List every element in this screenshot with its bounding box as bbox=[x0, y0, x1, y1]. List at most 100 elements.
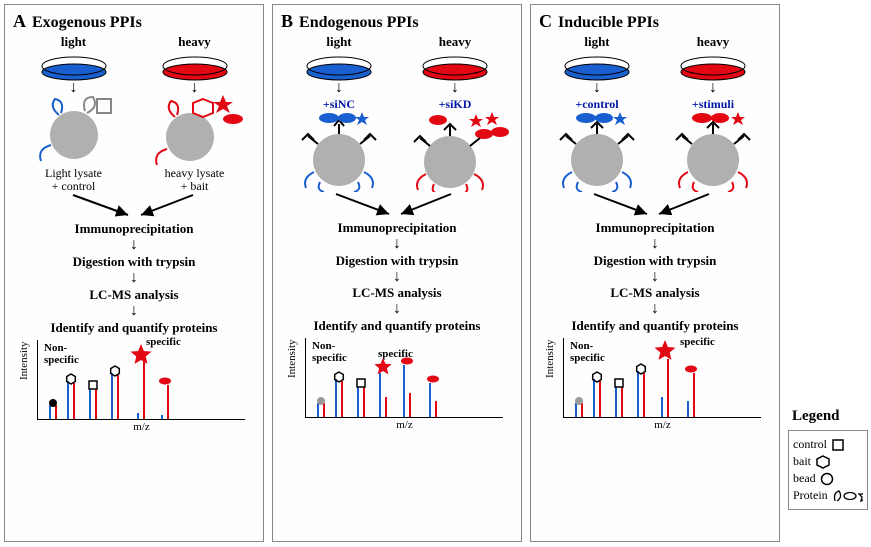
heavy-label-a: heavy bbox=[178, 34, 211, 50]
heavy-col-b: heavy ↓ +siKD bbox=[397, 34, 513, 192]
step-lcms-c: LC-MS analysis bbox=[539, 285, 771, 301]
protein-icons bbox=[832, 489, 863, 503]
panel-exogenous: A Exogenous PPIs light ↓ Light lysate + c… bbox=[4, 4, 264, 542]
petri-dish-heavy-icon bbox=[160, 52, 230, 82]
step-lcms-b: LC-MS analysis bbox=[281, 285, 513, 301]
arrow-icon: ↓ bbox=[13, 239, 255, 252]
panel-inducible: C Inducible PPIs light ↓ +control heavy bbox=[530, 4, 780, 542]
heavy-label-b: heavy bbox=[439, 34, 472, 50]
light-label-a: light bbox=[61, 34, 86, 50]
treatment-light-c: +control bbox=[575, 97, 618, 112]
bead-complex-light-c-icon bbox=[542, 112, 652, 192]
arrow-icon: ↓ bbox=[13, 272, 255, 285]
treatment-heavy-c: +stimuli bbox=[692, 97, 734, 112]
converge-arrows-icon bbox=[13, 193, 253, 219]
xlabel-b: m/z bbox=[396, 419, 413, 431]
step-digest-b: Digestion with trypsin bbox=[281, 253, 513, 269]
panel-b-title: B Endogenous PPIs bbox=[281, 11, 513, 32]
legend-box: control bait bead Protein bbox=[788, 430, 868, 510]
legend-label-protein: Protein bbox=[793, 488, 828, 503]
hexagon-icon bbox=[815, 455, 831, 469]
square-icon bbox=[831, 438, 845, 452]
circle-icon bbox=[820, 472, 834, 486]
light-lysate-text: Light lysate + control bbox=[45, 166, 102, 193]
legend-row-control: control bbox=[793, 437, 863, 452]
treatment-heavy-b: +siKD bbox=[439, 97, 472, 112]
legend-row-protein: Protein bbox=[793, 488, 863, 503]
legend-row-bead: bead bbox=[793, 471, 863, 486]
petri-dish-light-icon bbox=[562, 52, 632, 82]
panel-c-title-text: Inducible PPIs bbox=[558, 14, 659, 31]
petri-dish-heavy-icon bbox=[420, 52, 490, 82]
light-label-c: light bbox=[584, 34, 609, 50]
dish-row-a: light ↓ Light lysate + control heavy ↓ bbox=[13, 34, 255, 193]
bead-complex-heavy-c-icon bbox=[658, 112, 768, 192]
arrow-icon: ↓ bbox=[335, 82, 343, 95]
light-lysate-label: Light lysate + control bbox=[45, 167, 102, 193]
converge-arrows-icon bbox=[281, 192, 511, 218]
panel-a-letter: A bbox=[13, 11, 26, 31]
arrow-icon: ↓ bbox=[281, 271, 513, 284]
panel-endogenous: B Endogenous PPIs light ↓ +siNC heavy bbox=[272, 4, 522, 542]
arrow-icon: ↓ bbox=[191, 82, 199, 95]
arrow-icon: ↓ bbox=[451, 82, 459, 95]
dish-row-c: light ↓ +control heavy ↓ +stimuli bbox=[539, 34, 771, 192]
xlabel-c: m/z bbox=[654, 419, 671, 431]
treatment-light-b: +siNC bbox=[323, 97, 355, 112]
light-col-b: light ↓ +siNC bbox=[281, 34, 397, 192]
panel-a-title-text: Exogenous PPIs bbox=[32, 14, 142, 31]
spectrum-chart-a: Intensity m/z Non- specific specific bbox=[37, 340, 245, 420]
legend-label-bait: bait bbox=[793, 454, 811, 469]
xlabel-a: m/z bbox=[133, 421, 150, 433]
petri-dish-light-icon bbox=[304, 52, 374, 82]
legend-label-bead: bead bbox=[793, 471, 816, 486]
ylabel-b: Intensity bbox=[286, 340, 298, 379]
petri-dish-heavy-icon bbox=[678, 52, 748, 82]
arrow-icon: ↓ bbox=[539, 238, 771, 251]
step-lcms-a: LC-MS analysis bbox=[13, 287, 255, 303]
arrow-icon: ↓ bbox=[281, 238, 513, 251]
heavy-col-c: heavy ↓ +stimuli bbox=[655, 34, 771, 192]
panel-a-title: A Exogenous PPIs bbox=[13, 11, 255, 32]
panel-b-title-text: Endogenous PPIs bbox=[299, 14, 419, 31]
bead-complex-heavy-icon bbox=[400, 112, 510, 192]
step-ip-b: Immunoprecipitation bbox=[281, 220, 513, 236]
spectrum-chart-b: Intensity m/z Non- specific specific bbox=[305, 338, 503, 418]
petri-dish-light-icon bbox=[39, 52, 109, 82]
ylabel-c: Intensity bbox=[544, 340, 556, 379]
arrow-icon: ↓ bbox=[13, 305, 255, 318]
heavy-col-a: heavy ↓ heavy lysate + bait bbox=[134, 34, 255, 193]
step-digest-c: Digestion with trypsin bbox=[539, 253, 771, 269]
heavy-lysate-label: heavy lysate + bait bbox=[165, 167, 225, 193]
arrow-icon: ↓ bbox=[539, 271, 771, 284]
light-col-c: light ↓ +control bbox=[539, 34, 655, 192]
dish-row-b: light ↓ +siNC heavy ↓ +siKD bbox=[281, 34, 513, 192]
heavy-lysate-text: heavy lysate + bait bbox=[165, 166, 225, 193]
legend-row-bait: bait bbox=[793, 454, 863, 469]
legend-title: Legend bbox=[792, 408, 840, 425]
converge-arrows-icon bbox=[539, 192, 769, 218]
heavy-label-c: heavy bbox=[697, 34, 730, 50]
step-ident-a: Identify and quantify proteins bbox=[13, 320, 255, 336]
panel-c-letter: C bbox=[539, 11, 552, 31]
bead-control-light-icon bbox=[29, 95, 119, 165]
step-ip-c: Immunoprecipitation bbox=[539, 220, 771, 236]
arrow-icon: ↓ bbox=[539, 303, 771, 316]
light-col-a: light ↓ Light lysate + control bbox=[13, 34, 134, 193]
step-ip-a: Immunoprecipitation bbox=[13, 221, 255, 237]
arrow-icon: ↓ bbox=[281, 303, 513, 316]
panel-b-letter: B bbox=[281, 11, 293, 31]
ylabel-a: Intensity bbox=[18, 341, 30, 380]
bead-bait-heavy-icon bbox=[145, 95, 245, 165]
arrow-icon: ↓ bbox=[593, 82, 601, 95]
spectrum-chart-c: Intensity m/z Non- specific specific bbox=[563, 338, 761, 418]
panel-c-title: C Inducible PPIs bbox=[539, 11, 771, 32]
bead-complex-light-icon bbox=[284, 112, 394, 192]
legend-label-control: control bbox=[793, 437, 827, 452]
arrow-icon: ↓ bbox=[70, 82, 78, 95]
arrow-icon: ↓ bbox=[709, 82, 717, 95]
step-ident-c: Identify and quantify proteins bbox=[539, 318, 771, 334]
light-label-b: light bbox=[326, 34, 351, 50]
step-ident-b: Identify and quantify proteins bbox=[281, 318, 513, 334]
step-digest-a: Digestion with trypsin bbox=[13, 254, 255, 270]
